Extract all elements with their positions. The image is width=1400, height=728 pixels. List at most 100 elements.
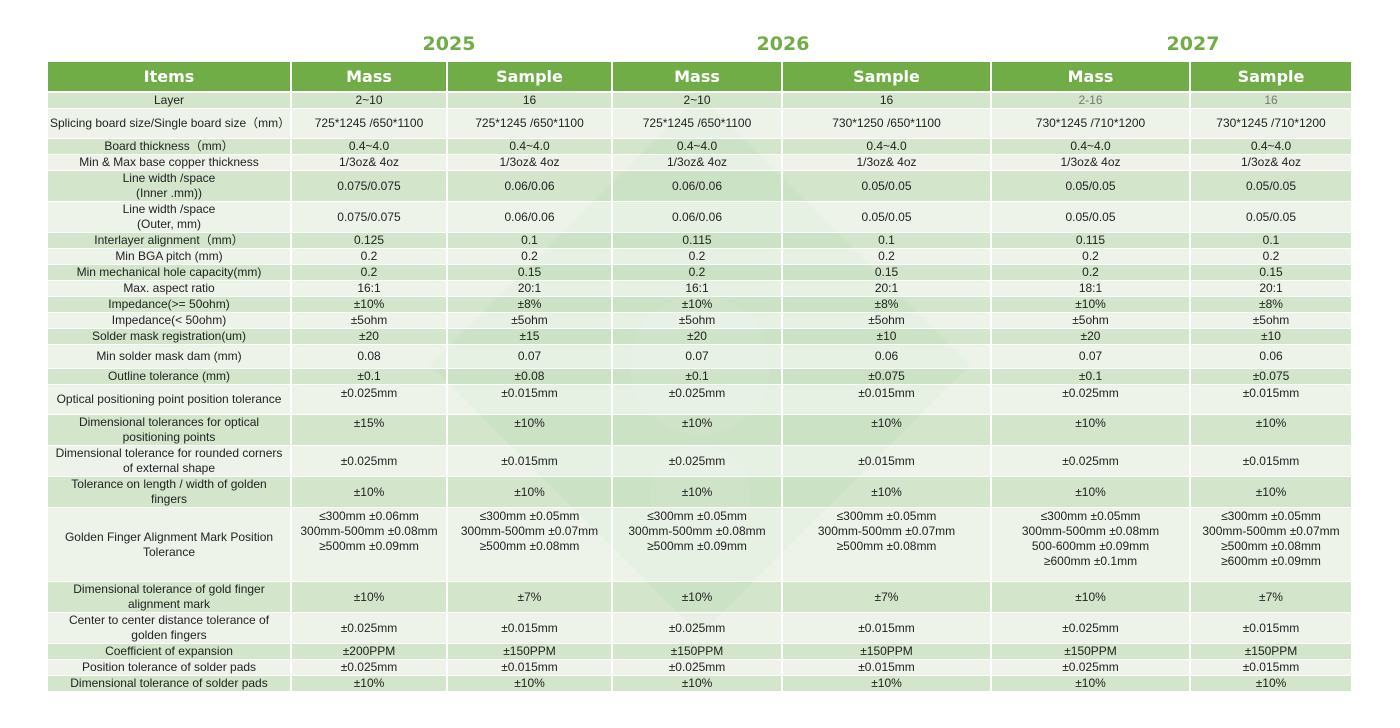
table-cell: ±8% (1190, 296, 1353, 313)
table-cell: 0.2 (612, 264, 783, 281)
table-cell: ±10% (1190, 675, 1353, 692)
table-cell: ≤300mm ±0.06mm 300mm-500mm ±0.08mm ≥500m… (291, 507, 448, 582)
header-2027-mass: Mass (991, 62, 1191, 93)
table-cell: 725*1245 /650*1100 (612, 108, 783, 139)
table-cell: ±20 (991, 328, 1191, 345)
table-cell: ±10% (612, 476, 783, 508)
header-2026-mass: Mass (612, 62, 783, 93)
table-row: Min BGA pitch (mm) 0.2 0.2 0.2 0.2 0.2 0.2 (48, 248, 1353, 265)
table-row: Dimensional tolerance of solder pads ±10%… (48, 675, 1353, 692)
table-row: Tolerance on length / width of golden fi… (48, 476, 1353, 508)
table-cell: ±0.025mm (612, 659, 783, 676)
table-cell: ±5ohm (291, 312, 448, 329)
table-cell: ±0.025mm (612, 612, 783, 644)
table-cell: ±10% (291, 675, 448, 692)
header-2027-sample: Sample (1190, 62, 1353, 93)
row-label: Min solder mask dam (mm) (48, 344, 292, 369)
table-cell: 0.1 (447, 232, 613, 249)
table-cell: ±10% (447, 414, 613, 446)
table-cell: 16 (782, 92, 992, 109)
row-label: Dimensional tolerances for optical posit… (48, 414, 292, 446)
table-cell: 0.1 (782, 232, 992, 249)
table-cell: 1/3oz& 4oz (291, 154, 448, 171)
table-cell: ±8% (447, 296, 613, 313)
header-2025-mass: Mass (291, 62, 448, 93)
row-label: Line width /space (Inner .mm)) (48, 170, 292, 202)
table-row: Min & Max base copper thickness 1/3oz& 4o… (48, 154, 1353, 171)
table-body: Layer 2~10 16 2~10 16 2-16 16 Splicing board si… (48, 92, 1353, 692)
table-cell: 0.08 (291, 344, 448, 369)
table-cell: ≤300mm ±0.05mm 300mm-500mm ±0.08mm 500-6… (991, 507, 1191, 582)
table-cell: ±0.015mm (782, 445, 992, 477)
table-cell: 0.075/0.075 (291, 201, 448, 233)
table-cell: ±0.075 (1190, 368, 1353, 385)
table-cell: 2-16 (991, 92, 1191, 109)
table-cell: 0.2 (291, 248, 448, 265)
table-cell: ±0.075 (782, 368, 992, 385)
table-cell: ±0.015mm (447, 384, 613, 415)
table-cell: ±0.025mm (991, 612, 1191, 644)
table-cell: ±10% (1190, 476, 1353, 508)
table-cell: 0.15 (1190, 264, 1353, 281)
table-cell: ±10% (447, 675, 613, 692)
row-label: Splicing board size/Single board size（mm… (48, 108, 292, 139)
table-cell: ±15 (447, 328, 613, 345)
table-cell: 0.06/0.06 (612, 201, 783, 233)
row-label: Board thickness（mm） (48, 138, 292, 155)
table-row: Board thickness（mm） 0.4~4.0 0.4~4.0 0.4~4.0… (48, 138, 1353, 155)
table-cell: 0.05/0.05 (782, 201, 992, 233)
table-cell: 0.115 (991, 232, 1191, 249)
table-cell: ±10% (447, 476, 613, 508)
table-cell: 0.07 (612, 344, 783, 369)
table-row: Line width /space (Inner .mm)) 0.075/0.07… (48, 170, 1353, 202)
table-cell: 20:1 (1190, 280, 1353, 297)
table-cell: 16:1 (291, 280, 448, 297)
table-cell: ±5ohm (991, 312, 1191, 329)
table-cell: ±0.025mm (991, 445, 1191, 477)
table-cell: 0.2 (447, 248, 613, 265)
row-label: Interlayer alignment（mm） (48, 232, 292, 249)
table-cell: ±0.08 (447, 368, 613, 385)
table-cell: 0.2 (1190, 248, 1353, 265)
header-2026-sample: Sample (782, 62, 992, 93)
table-cell: ±0.1 (612, 368, 783, 385)
table-cell: ≤300mm ±0.05mm 300mm-500mm ±0.07mm ≥500m… (447, 507, 613, 582)
table-cell: ±10% (612, 296, 783, 313)
table-cell: ±0.015mm (1190, 384, 1353, 415)
table-cell: ±10 (1190, 328, 1353, 345)
table-cell: 730*1250 /650*1100 (782, 108, 992, 139)
table-cell: ±0.025mm (291, 445, 448, 477)
table-cell: ±15% (291, 414, 448, 446)
table-row: Golden Finger Alignment Mark Position To… (48, 507, 1353, 582)
table-cell: ±10% (782, 476, 992, 508)
table-cell: 0.05/0.05 (1190, 170, 1353, 202)
table-cell: 0.15 (447, 264, 613, 281)
table-cell: ±0.025mm (612, 445, 783, 477)
table-cell: 18:1 (991, 280, 1191, 297)
table-cell: ≤300mm ±0.05mm 300mm-500mm ±0.07mm ≥500m… (1190, 507, 1353, 582)
table-cell: 20:1 (447, 280, 613, 297)
table-cell: ±10 (782, 328, 992, 345)
table-cell: 0.05/0.05 (991, 170, 1191, 202)
table-cell: ±0.015mm (782, 659, 992, 676)
table-row: Outline tolerance (mm) ±0.1 ±0.08 ±0.1 ±0.07… (48, 368, 1353, 385)
table-cell: 0.4~4.0 (991, 138, 1191, 155)
table-cell: ±10% (991, 581, 1191, 613)
table-cell: ±150PPM (447, 643, 613, 660)
table-cell: 1/3oz& 4oz (612, 154, 783, 171)
table-cell: 730*1245 /710*1200 (991, 108, 1191, 139)
row-label: Min BGA pitch (mm) (48, 248, 292, 265)
table-cell: 16 (447, 92, 613, 109)
table-cell: 1/3oz& 4oz (447, 154, 613, 171)
table-cell: 725*1245 /650*1100 (447, 108, 613, 139)
table-row: Dimensional tolerances for optical posit… (48, 414, 1353, 446)
row-label: Dimensional tolerance for rounded corner… (48, 445, 292, 477)
table-cell: ±150PPM (612, 643, 783, 660)
table-cell: 0.4~4.0 (782, 138, 992, 155)
table-row: Impedance(>= 50ohm) ±10% ±8% ±10% ±8% ±10% ±8% (48, 296, 1353, 313)
table-cell: ±10% (991, 476, 1191, 508)
table-cell: 0.125 (291, 232, 448, 249)
header-row: Items Mass Sample Mass Sample Mass Sampl… (48, 62, 1353, 93)
table-cell: 725*1245 /650*1100 (291, 108, 448, 139)
table-cell: ±10% (782, 414, 992, 446)
